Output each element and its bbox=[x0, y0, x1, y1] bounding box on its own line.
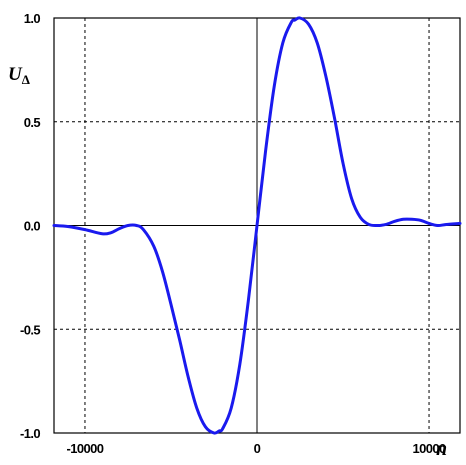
grid-lines bbox=[54, 18, 460, 433]
y-tick-label: 1.0 bbox=[24, 11, 41, 26]
tick-labels: -10000 0 10000 1.0 0.5 0.0 -0.5 -1.0 bbox=[20, 11, 447, 456]
x-tick-label: 10000 bbox=[412, 441, 446, 456]
x-tick-label: 0 bbox=[254, 441, 261, 456]
x-axis-label: n bbox=[436, 438, 447, 460]
y-axis-label: UΔ bbox=[8, 64, 30, 87]
series-line bbox=[52, 16, 462, 435]
y-tick-label: 0.0 bbox=[24, 219, 41, 234]
y-tick-label: 0.5 bbox=[24, 115, 41, 130]
y-tick-label: -0.5 bbox=[20, 322, 40, 337]
y-tick-label: -1.0 bbox=[20, 426, 40, 441]
x-tick-label: -10000 bbox=[67, 441, 104, 456]
